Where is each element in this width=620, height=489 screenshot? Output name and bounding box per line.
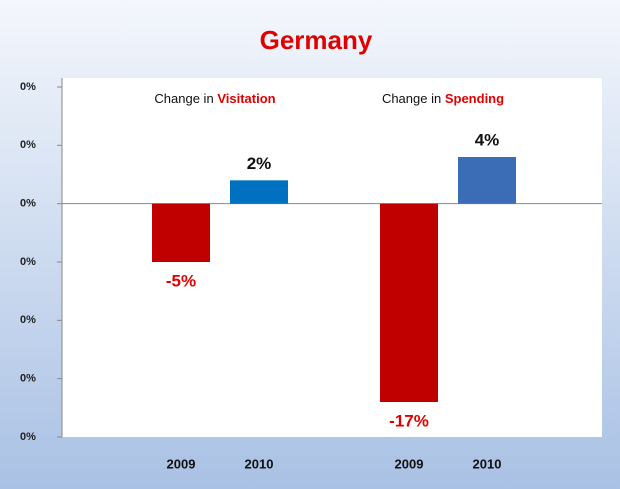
group-label: Change in Spending: [382, 91, 504, 106]
chart-title: Germany: [260, 25, 373, 55]
value-label: 4%: [475, 130, 500, 149]
y-tick-label: 0%: [20, 431, 36, 443]
y-tick-label: 0%: [20, 198, 36, 210]
group-label-prefix: Change in: [382, 91, 441, 106]
bar: [230, 180, 288, 204]
value-label: -5%: [166, 271, 196, 290]
value-label: 2%: [247, 154, 272, 173]
x-tick-label: 2009: [395, 456, 424, 471]
group-label-prefix: Change in: [154, 91, 213, 106]
y-tick-label: 0%: [20, 81, 36, 93]
y-tick-label: 0%: [20, 314, 36, 326]
bar: [458, 157, 516, 204]
plot-area: [62, 78, 602, 437]
value-label: -17%: [389, 411, 429, 430]
x-tick-label: 2009: [167, 456, 196, 471]
group-label-highlight: Visitation: [217, 91, 275, 106]
group-label-highlight: Spending: [445, 91, 504, 106]
bar: [380, 203, 438, 402]
y-tick-label: 0%: [20, 139, 36, 151]
y-tick-label: 0%: [20, 373, 36, 385]
group-label: Change in Visitation: [154, 91, 275, 106]
y-tick-label: 0%: [20, 256, 36, 268]
bar: [152, 203, 210, 262]
x-tick-label: 2010: [245, 456, 274, 471]
x-tick-label: 2010: [473, 456, 502, 471]
